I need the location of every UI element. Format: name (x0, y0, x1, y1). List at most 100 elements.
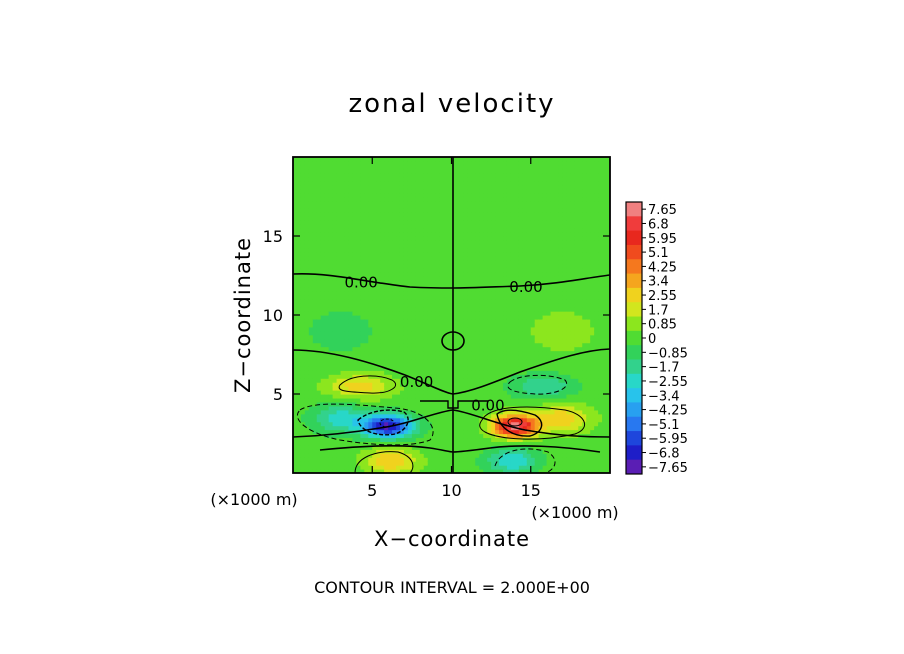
heatmap-cell (296, 160, 302, 166)
heatmap-cell (435, 196, 441, 202)
heatmap-cell (522, 457, 528, 462)
heatmap-cell (526, 307, 532, 312)
heatmap-cell (344, 390, 350, 395)
heatmap-cell (296, 354, 302, 360)
heatmap-cell (483, 176, 488, 182)
heatmap-cell (312, 216, 318, 221)
heatmap-cell (419, 192, 425, 198)
heatmap-cell (483, 188, 488, 194)
heatmap-cell (364, 204, 369, 209)
heatmap-cell (304, 168, 310, 174)
heatmap-cell (530, 176, 536, 182)
heatmap-cell (396, 259, 401, 265)
heatmap-cell (396, 441, 401, 446)
heatmap-cell (293, 263, 298, 269)
heatmap-cell (415, 445, 421, 450)
heatmap-cell (479, 255, 484, 261)
heatmap-cell (483, 247, 488, 253)
heatmap-cell (376, 397, 381, 403)
heatmap-cell (332, 338, 338, 344)
heatmap-cell (439, 164, 445, 170)
heatmap-cell (435, 157, 441, 162)
heatmap-cell (388, 346, 393, 352)
heatmap-cell (388, 413, 393, 419)
heatmap-cell (415, 334, 421, 340)
heatmap-cell (522, 204, 528, 209)
heatmap-cell (399, 188, 405, 194)
heatmap-cell (443, 453, 449, 458)
heatmap-cell (411, 394, 417, 399)
heatmap-cell (423, 271, 429, 277)
heatmap-cell (506, 232, 512, 237)
heatmap-cell (419, 465, 425, 470)
heatmap-cell (411, 200, 417, 205)
heatmap-cell (384, 315, 389, 320)
heatmap-cell (312, 236, 318, 241)
heatmap-cell (455, 322, 461, 328)
heatmap-cell (324, 287, 330, 292)
heatmap-cell (471, 220, 476, 225)
heatmap-cell (463, 338, 468, 344)
heatmap-cell (368, 216, 373, 221)
heatmap-cell (538, 465, 544, 470)
heatmap-cell (459, 397, 464, 403)
heatmap-cell (479, 390, 484, 395)
heatmap-cell (384, 216, 389, 221)
heatmap-cell (368, 334, 373, 340)
heatmap-cell (526, 172, 532, 178)
heatmap-cell (427, 433, 433, 439)
heatmap-cell (304, 295, 310, 300)
heatmap-cell (364, 311, 369, 316)
heatmap-cell (348, 295, 354, 300)
heatmap-cell (356, 382, 361, 387)
heatmap-cell (518, 224, 524, 229)
heatmap-cell (514, 350, 520, 356)
heatmap-cell (510, 334, 516, 340)
heatmap-cell (344, 461, 350, 466)
heatmap-cell (316, 196, 322, 202)
heatmap-cell (431, 236, 437, 241)
heatmap-cell (336, 366, 342, 371)
heatmap-cell (479, 267, 484, 273)
heatmap-cell (439, 255, 445, 261)
heatmap-cell (419, 425, 425, 431)
heatmap-cell (522, 243, 528, 249)
heatmap-cell (534, 299, 540, 304)
heatmap-cell (411, 224, 417, 229)
heatmap-cell (384, 461, 389, 466)
heatmap-cell (419, 168, 425, 174)
heatmap-cell (459, 247, 464, 253)
heatmap-cell (483, 259, 488, 265)
heatmap-cell (407, 354, 413, 360)
heatmap-cell (360, 263, 365, 269)
heatmap-cell (443, 188, 449, 194)
heatmap-cell (324, 196, 330, 202)
heatmap-cell (384, 232, 389, 237)
heatmap-cell (376, 358, 381, 363)
heatmap-cell (340, 326, 346, 332)
heatmap-cell (403, 461, 409, 466)
heatmap-cell (336, 311, 342, 316)
heatmap-cell (372, 386, 377, 391)
heatmap-cell (463, 283, 468, 288)
heatmap-cell (534, 358, 540, 363)
heatmap-cell (392, 362, 397, 367)
heatmap-cell (479, 346, 484, 352)
heatmap-cell (308, 216, 314, 221)
heatmap-cell (332, 164, 338, 170)
heatmap-cell (360, 307, 365, 312)
heatmap-cell (340, 421, 346, 427)
heatmap-cell (518, 394, 524, 399)
heatmap-cell (300, 283, 306, 288)
heatmap-cell (479, 247, 484, 253)
heatmap-cell (459, 362, 464, 367)
heatmap-cell (475, 326, 480, 332)
heatmap-cell (380, 283, 385, 288)
heatmap-cell (296, 390, 302, 395)
heatmap-cell (483, 212, 488, 217)
heatmap-cell (467, 184, 472, 190)
heatmap-cell (300, 366, 306, 371)
heatmap-cell (392, 232, 397, 237)
heatmap-cell (372, 374, 377, 379)
heatmap-cell (328, 232, 334, 237)
